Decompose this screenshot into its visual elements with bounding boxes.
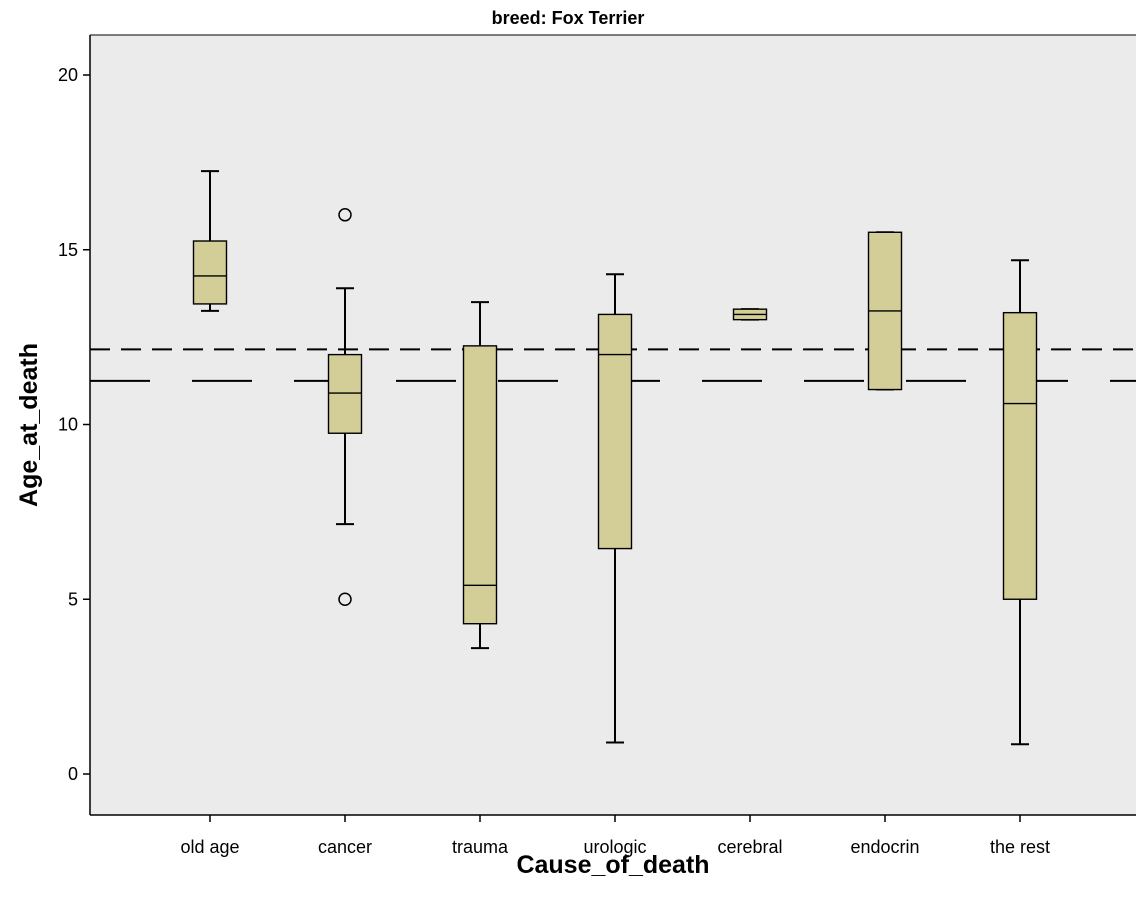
box-trauma <box>462 301 498 650</box>
y-axis-title: Age_at_death <box>15 343 43 507</box>
chart-title: breed: Fox Terrier <box>492 8 645 28</box>
x-tick-label: cerebral <box>717 837 782 857</box>
y-tick-label: 20 <box>58 65 78 85</box>
box-urologic <box>597 273 633 744</box>
box-the-rest <box>1002 259 1038 746</box>
box-cerebral <box>732 308 768 321</box>
box-iqr <box>597 313 633 550</box>
box-endocrin <box>867 231 903 391</box>
y-tick-label: 5 <box>68 589 78 609</box>
y-tick-label: 15 <box>58 240 78 260</box>
box-iqr <box>462 345 498 625</box>
x-tick-label: endocrin <box>850 837 919 857</box>
x-tick-label: cancer <box>318 837 372 857</box>
box-iqr <box>1002 311 1038 600</box>
y-tick-label: 10 <box>58 415 78 435</box>
x-axis-title: Cause_of_death <box>516 851 709 879</box>
y-tick-label: 0 <box>68 764 78 784</box>
box-old-age <box>192 170 228 312</box>
x-tick-label: trauma <box>452 837 509 857</box>
x-tick-label: old age <box>180 837 239 857</box>
boxes-group <box>192 170 1038 746</box>
x-tick-label: the rest <box>990 837 1050 857</box>
box-iqr <box>192 240 228 305</box>
x-ticks: old age cancer trauma urologic cerebral endoc… <box>180 815 1050 857</box>
x-tick-label: urologic <box>583 837 646 857</box>
outlier-point <box>338 208 352 222</box>
y-ticks: 0 5 10 15 20 <box>58 65 90 784</box>
box-cancer <box>327 208 363 606</box>
box-iqr <box>327 353 363 434</box>
outlier-point <box>338 592 352 606</box>
